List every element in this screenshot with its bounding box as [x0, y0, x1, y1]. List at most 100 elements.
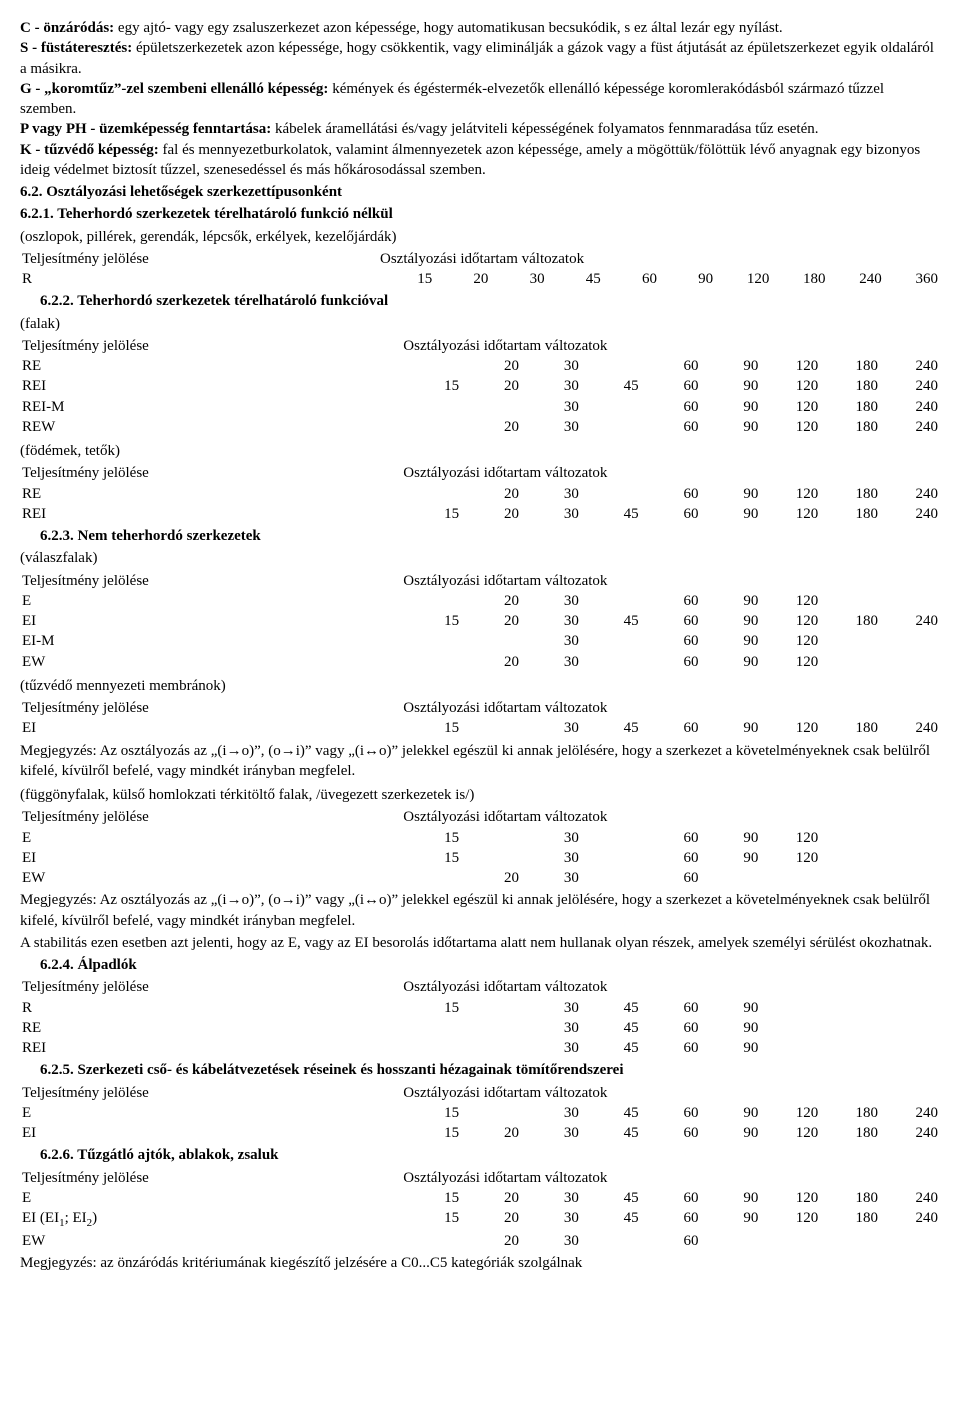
value-cell: 240	[880, 504, 940, 524]
value-cell	[401, 417, 461, 437]
value-cell: 90	[701, 998, 761, 1018]
row-label: R	[20, 269, 378, 289]
tbl-622b-table: Teljesítmény jelöléseOsztályozási időtar…	[20, 463, 940, 524]
value-cell: 60	[641, 631, 701, 651]
heading-6-2: 6.2. Osztályozási lehetőségek szerkezett…	[20, 182, 940, 202]
value-cell: 15	[401, 1208, 461, 1231]
value-cell	[820, 868, 880, 888]
value-cell: 45	[581, 1018, 641, 1038]
value-cell: 120	[760, 504, 820, 524]
column-header-time: Osztályozási időtartam változatok	[401, 807, 940, 827]
value-cell	[880, 828, 940, 848]
value-cell: 60	[641, 1038, 701, 1058]
value-cell: 180	[820, 504, 880, 524]
value-cell	[880, 868, 940, 888]
value-cell	[880, 591, 940, 611]
table-row: EW203060	[20, 868, 940, 888]
value-cell: 120	[760, 1208, 820, 1231]
value-cell	[401, 868, 461, 888]
value-cell	[820, 631, 880, 651]
table-row: R152030456090120180240360	[20, 269, 940, 289]
value-cell: 30	[521, 652, 581, 672]
value-cell: 60	[641, 1208, 701, 1231]
row-label: EW	[20, 868, 401, 888]
column-header-perf: Teljesítmény jelölése	[20, 571, 401, 591]
value-cell: 20	[461, 1208, 521, 1231]
column-header-time: Osztályozási időtartam változatok	[401, 1168, 940, 1188]
tbl-623a-table: Teljesítmény jelöléseOsztályozási időtar…	[20, 571, 940, 672]
table-row: EW203060	[20, 1231, 940, 1251]
value-cell: 45	[581, 1103, 641, 1123]
value-cell: 120	[760, 1188, 820, 1208]
value-cell: 60	[641, 1123, 701, 1143]
value-cell: 30	[521, 1231, 581, 1251]
value-cell	[461, 1103, 521, 1123]
value-cell: 180	[820, 1208, 880, 1231]
row-label: REW	[20, 417, 401, 437]
subtitle-6-2-3a: (válaszfalak)	[20, 548, 940, 568]
value-cell: 15	[401, 1123, 461, 1143]
value-cell	[820, 1018, 880, 1038]
tbl-624-table: Teljesítmény jelöléseOsztályozási időtar…	[20, 977, 940, 1058]
value-cell: 30	[521, 631, 581, 651]
value-cell: 45	[581, 1123, 641, 1143]
definition-2: G - „koromtűz”-zel szembeni ellenálló ké…	[20, 79, 940, 120]
column-header-perf: Teljesítmény jelölése	[20, 1083, 401, 1103]
note-6-2-3c-2: A stabilitás ezen esetben azt jelenti, h…	[20, 933, 940, 953]
value-cell: 120	[760, 484, 820, 504]
value-cell: 30	[521, 611, 581, 631]
table-row: EI-M306090120	[20, 631, 940, 651]
value-cell: 90	[701, 1018, 761, 1038]
table-row: EI152030456090120180240	[20, 1123, 940, 1143]
column-header-time: Osztályozási időtartam változatok	[401, 463, 940, 483]
value-cell: 15	[378, 269, 434, 289]
value-cell	[461, 1038, 521, 1058]
table-row: REW20306090120180240	[20, 417, 940, 437]
value-cell: 60	[641, 1231, 701, 1251]
value-cell: 20	[461, 1231, 521, 1251]
definition-term-2: G - „koromtűz”-zel szembeni ellenálló ké…	[20, 81, 328, 97]
value-cell: 60	[641, 828, 701, 848]
value-cell: 90	[701, 1188, 761, 1208]
value-cell: 15	[401, 828, 461, 848]
value-cell: 30	[521, 397, 581, 417]
table-row: EW20306090120	[20, 652, 940, 672]
value-cell: 15	[401, 998, 461, 1018]
value-cell	[461, 828, 521, 848]
value-cell	[880, 1038, 940, 1058]
value-cell: 120	[760, 1103, 820, 1123]
value-cell	[401, 1231, 461, 1251]
subtitle-6-2-3b: (tűzvédő mennyezeti membránok)	[20, 676, 940, 696]
value-cell	[461, 998, 521, 1018]
column-header-perf: Teljesítmény jelölése	[20, 807, 401, 827]
value-cell	[760, 868, 820, 888]
value-cell	[880, 652, 940, 672]
value-cell	[760, 1038, 820, 1058]
row-label: R	[20, 998, 401, 1018]
value-cell: 60	[641, 591, 701, 611]
value-cell	[820, 828, 880, 848]
table-row: RE30456090	[20, 1018, 940, 1038]
row-label: RE	[20, 484, 401, 504]
value-cell: 120	[760, 591, 820, 611]
value-cell: 240	[880, 397, 940, 417]
value-cell: 90	[701, 631, 761, 651]
tbl-626-table: Teljesítmény jelöléseOsztályozási időtar…	[20, 1168, 940, 1252]
value-cell: 120	[760, 631, 820, 651]
row-label: EI	[20, 611, 401, 631]
value-cell	[820, 1231, 880, 1251]
value-cell: 45	[581, 376, 641, 396]
value-cell: 120	[760, 1123, 820, 1143]
tbl-622a-table: Teljesítmény jelöléseOsztályozási időtar…	[20, 336, 940, 437]
value-cell: 60	[641, 611, 701, 631]
value-cell: 120	[760, 652, 820, 672]
value-cell: 180	[820, 397, 880, 417]
heading-6-2-2: 6.2.2. Teherhordó szerkezetek térelhatár…	[40, 291, 940, 311]
value-cell: 90	[701, 484, 761, 504]
table-row: REI-M306090120180240	[20, 397, 940, 417]
value-cell: 20	[461, 611, 521, 631]
value-cell	[880, 998, 940, 1018]
table-row: REI30456090	[20, 1038, 940, 1058]
value-cell: 90	[701, 828, 761, 848]
value-cell: 240	[880, 484, 940, 504]
